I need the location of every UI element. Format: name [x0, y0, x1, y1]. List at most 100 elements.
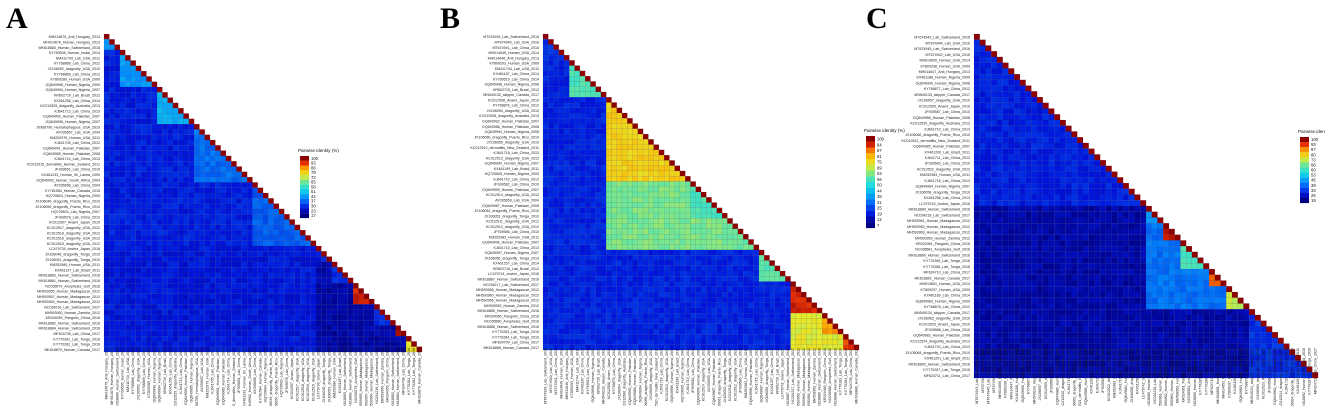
heatmap-cell [542, 60, 549, 66]
heatmap-cell [690, 270, 696, 277]
heatmap-cell [1031, 131, 1038, 138]
heatmap-cell [146, 314, 152, 321]
heatmap-cell [795, 328, 802, 335]
heatmap-cell [140, 320, 147, 326]
heatmap-cell [315, 267, 322, 273]
row-label: KC012510_dermatitis_New_Zealand_2011 [471, 146, 539, 150]
heatmap-cell [606, 197, 612, 203]
heatmap-cell [600, 128, 607, 135]
heatmap-cell [685, 281, 691, 287]
heatmap-cell [225, 155, 232, 162]
heatmap-cell [172, 161, 179, 167]
heatmap-cell [331, 309, 338, 316]
heatmap-cell [973, 102, 980, 109]
heatmap-cell [991, 263, 998, 270]
heatmap-cell [548, 186, 554, 193]
heatmap-cell [616, 276, 623, 282]
heatmap-cell [109, 166, 115, 172]
heatmap-cell [162, 171, 168, 178]
heatmap-cell [1036, 96, 1043, 103]
heatmap-cell [109, 145, 115, 151]
column-label: JX106061_dragonfly_Puerto_Rico_2010 [717, 348, 721, 406]
heatmap-cell [721, 223, 728, 230]
heatmap-cell [669, 197, 675, 203]
heatmap-cell [1042, 148, 1049, 155]
heatmap-cell [209, 256, 216, 263]
heatmap-cell [579, 202, 586, 208]
heatmap-cell [595, 239, 602, 245]
heatmap-cell [183, 251, 189, 257]
heatmap-cell [193, 235, 200, 241]
heatmap-cell [172, 219, 179, 225]
heatmap-cell [732, 286, 739, 293]
heatmap-cell [178, 182, 184, 188]
heatmap-cell [616, 165, 623, 172]
heatmap-cell [996, 114, 1003, 121]
heatmap-cell [1208, 274, 1215, 281]
heatmap-cell [167, 341, 174, 347]
heatmap-cell [151, 166, 158, 172]
heatmap-cell [1014, 142, 1021, 149]
heatmap-cell [262, 219, 269, 225]
heatmap-cell [653, 302, 660, 309]
heatmap-cell [172, 129, 179, 135]
heatmap-cell [1059, 131, 1066, 138]
heatmap-cell [600, 102, 607, 108]
heatmap-cell [642, 202, 649, 208]
heatmap-cell [252, 229, 258, 236]
heatmap-cell [706, 207, 712, 214]
heatmap-cell [109, 282, 115, 289]
heatmap-cell [563, 54, 570, 61]
heatmap-cell [642, 270, 649, 277]
heatmap-cell [204, 304, 211, 310]
heatmap-cell [204, 155, 211, 162]
heatmap-cell [563, 139, 570, 145]
heatmap-cell [748, 239, 754, 245]
heatmap-cell [737, 318, 744, 324]
heatmap-cell [732, 228, 739, 235]
row-label: KR024060_Pangolin_China_2016 [485, 314, 539, 318]
heatmap-cell [616, 318, 623, 324]
heatmap-cell [178, 214, 184, 220]
heatmap-cell [674, 239, 681, 245]
colorbar-tick-label: 94 [877, 142, 882, 147]
heatmap-cell [579, 249, 586, 256]
heatmap-cell [162, 282, 168, 289]
column-label: MH014646_Anti_Hungary_2013 [565, 348, 569, 399]
heatmap-cell [220, 224, 227, 231]
heatmap-cell [278, 282, 285, 289]
heatmap-cell [289, 288, 295, 294]
heatmap-cell [627, 286, 633, 293]
heatmap-cell [167, 219, 174, 225]
heatmap-cell [342, 298, 348, 305]
heatmap-cell [103, 335, 110, 342]
heatmap-cell [231, 208, 237, 215]
heatmap-cell [1145, 205, 1152, 212]
heatmap-cell [569, 228, 575, 235]
heatmap-cell [151, 235, 158, 241]
heatmap-cell [1036, 160, 1043, 167]
heatmap-cell [172, 282, 179, 289]
heatmap-cell [553, 249, 559, 256]
heatmap-cell [156, 166, 163, 172]
column-label: KX461199_Lab_Brazil_2011 [675, 348, 679, 393]
row-label: JX106054_dragonfly_USA_2010 [487, 109, 539, 113]
heatmap-cell [1048, 211, 1055, 218]
heatmap-cell [553, 265, 559, 272]
heatmap-cell [664, 260, 670, 266]
heatmap-cell [569, 170, 575, 177]
heatmap-cell [294, 267, 301, 273]
heatmap-cell [1151, 211, 1158, 218]
heatmap-cell [225, 272, 232, 278]
heatmap-cell [669, 181, 675, 187]
heatmap-cell [1065, 177, 1072, 184]
heatmap-cell [558, 328, 565, 335]
heatmap-cell [637, 155, 644, 161]
heatmap-cell [711, 228, 717, 235]
heatmap-cell [1059, 200, 1066, 207]
heatmap-cell [616, 176, 623, 182]
heatmap-cell [384, 341, 391, 347]
heatmap-cell [669, 207, 675, 214]
heatmap-cell [119, 240, 126, 247]
heatmap-cell [225, 293, 232, 300]
